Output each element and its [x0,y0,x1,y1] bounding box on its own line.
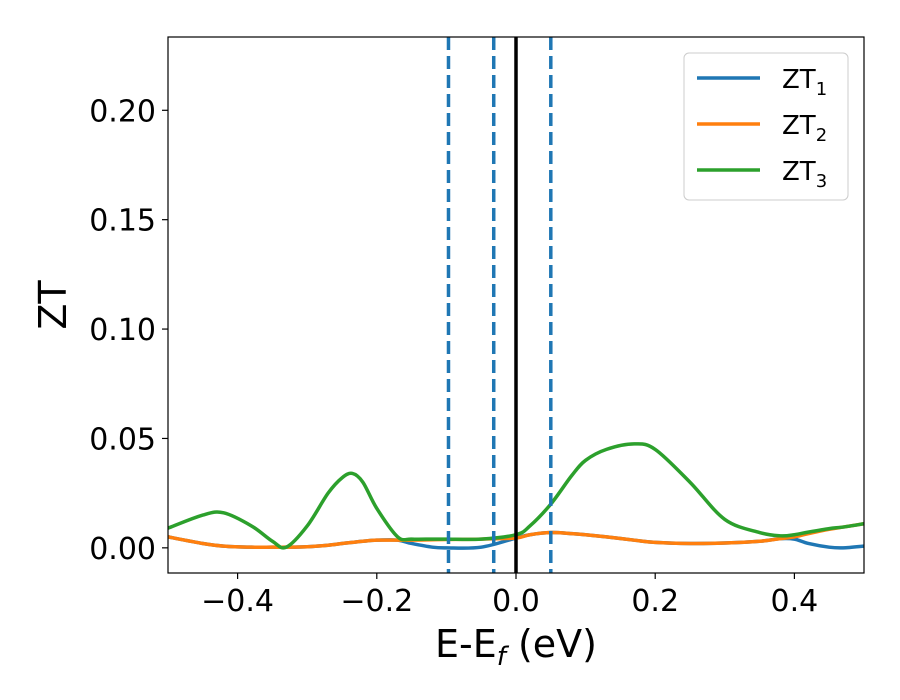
series-line-zt3 [168,442,864,550]
y-axis-ticks: 0.00 0.05 0.10 0.15 0.20 [89,94,168,567]
x-axis-ticks: −0.4 −0.2 0.0 0.2 0.4 [201,573,818,619]
legend-label-zt2: ZT2 [782,111,827,146]
y-axis-label: ZT [31,280,75,330]
x-tick-label: 0.4 [771,584,819,619]
legend-box [683,52,849,201]
x-tick-label: −0.2 [340,584,413,619]
y-tick-label: 0.10 [89,313,156,348]
plot-area [168,37,864,573]
legend-entries: ZT1 ZT2 ZT3 [697,65,827,192]
x-tick-label: 0.2 [631,584,679,619]
y-tick-label: 0.15 [89,204,156,239]
x-tick-label: 0.0 [492,584,540,619]
legend-label-zt1: ZT1 [782,65,827,100]
y-tick-label: 0.05 [89,422,156,457]
y-tick-label: 0.00 [89,532,156,567]
legend-label-zt3: ZT3 [782,157,827,192]
x-tick-label: −0.4 [201,584,274,619]
y-tick-label: 0.20 [89,94,156,129]
legend: ZT1 ZT2 ZT3 [683,52,849,201]
x-axis-label: E-Ef (eV) [435,622,597,672]
